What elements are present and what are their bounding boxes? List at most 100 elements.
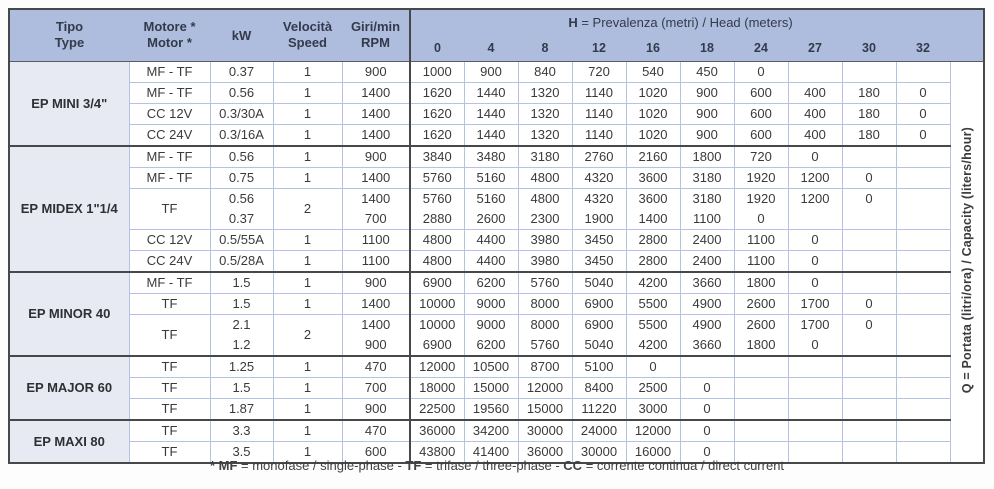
capacity-cell-line: 0 [703, 422, 711, 438]
capacity-cell-line: 0 [703, 443, 711, 459]
capacity-cell-line: 0 [811, 148, 819, 164]
capacity-cell-line: 1800 [692, 148, 722, 164]
capacity-cell-line: 3450 [584, 231, 614, 247]
capacity-cell: 0 [787, 228, 843, 251]
kw-cell: 0.56 [209, 144, 274, 168]
group-name: EP MAJOR 60 [8, 354, 130, 420]
capacity-cell: 2500 [625, 376, 681, 399]
capacity-cell: 0 [787, 144, 843, 168]
capacity-cell-line: 10000 [419, 295, 456, 311]
capacity-cell-line: 3600 [638, 169, 668, 185]
capacity-cell-line [843, 230, 896, 250]
capacity-cell: 3600 [625, 166, 681, 189]
capacity-cell: 900 [679, 102, 735, 125]
capacity-cell: 30000 [517, 418, 573, 442]
speed-cell: 1 [272, 228, 343, 251]
capacity-cell: 4800 [409, 228, 465, 251]
capacity-cell [841, 418, 897, 442]
capacity-cell-line: 2760 [584, 148, 614, 164]
footnote: * MF = monofase / single-phase - TF = tr… [0, 458, 994, 473]
capacity-cell: 5760 [409, 166, 465, 189]
col-header-tipo-line: Tipo [55, 19, 84, 35]
capacity-cell-line: 180 [858, 126, 880, 142]
rpm-cell-line: 900 [364, 336, 387, 352]
capacity-cell: 1020 [625, 123, 681, 146]
capacity-cell-line: 3480 [476, 148, 506, 164]
capacity-cell: 0 [841, 187, 897, 230]
head-col-16: 16 [626, 35, 680, 62]
spec-row: EP MIDEX 1"1/4 MF - TF 0.56 1 900 3840 3480 318… [8, 144, 984, 272]
capacity-cell: 4800 [409, 249, 465, 272]
motor-cell: MF - TF [128, 60, 211, 83]
capacity-cell: 0 [841, 166, 897, 189]
capacity-cell: 400 [787, 123, 843, 146]
capacity-cell-line: 1140 [585, 84, 613, 100]
capacity-cell: 6900 [409, 270, 465, 294]
capacity-cell: 0 [787, 270, 843, 294]
motor-cell: TF [128, 187, 211, 230]
capacity-cell: 900 [679, 123, 735, 146]
capacity-cell [733, 418, 789, 442]
capacity-cell-line: 36000 [526, 443, 564, 459]
capacity-cell-line: 400 [804, 126, 826, 142]
capacity-cell-line: 6900 [584, 295, 614, 311]
col-header-kw: kW [210, 9, 273, 62]
spec-row: TF 1.87 1 900 22500 19560 15000 11220 3000 0 [9, 397, 984, 420]
capacity-cell-line: 11220 [581, 400, 617, 416]
capacity-cell-line: 0 [919, 105, 927, 121]
capacity-cell-line [897, 273, 950, 293]
kw-cell-line: 1.25 [228, 358, 255, 374]
capacity-cell: 3980 [517, 249, 573, 272]
capacity-cell: 15000 [463, 376, 519, 399]
rpm-cell: 1400 [341, 123, 411, 146]
speed-cell: 2 [272, 313, 343, 356]
motor-cell: CC 24V [128, 249, 211, 272]
motor-cell: TF [128, 418, 211, 442]
capacity-cell: 4320 [571, 166, 627, 189]
capacity-cell-line: 4800 [530, 169, 560, 185]
capacity-cell-line: 5760 [422, 190, 452, 206]
capacity-cell-line [789, 421, 842, 441]
capacity-cell-line: 24000 [580, 422, 618, 438]
kw-cell-line: 0.56 [228, 148, 255, 164]
speed-cell: 1 [272, 60, 343, 83]
capacity-cell: 1140 [571, 123, 627, 146]
capacity-cell-line [897, 168, 950, 188]
head-col-27: 27 [788, 35, 842, 62]
capacity-cell-line: 1440 [476, 105, 506, 121]
capacity-cell-line: 3660 [692, 336, 722, 352]
capacity-cell-line: 600 [750, 84, 772, 100]
capacity-cell-line: 5500 [638, 295, 668, 311]
motor-cell: MF - TF [128, 144, 211, 168]
capacity-cell: 43800 [409, 440, 465, 463]
capacity-cell-line: 720 [588, 63, 610, 79]
capacity-cell-line: 0 [811, 274, 819, 290]
col-header-tipo-line: Type [54, 35, 85, 51]
capacity-cell [895, 60, 951, 83]
capacity-cell-line: 3000 [638, 400, 668, 416]
capacity-cell [733, 354, 789, 378]
capacity-cell-line: 450 [696, 63, 718, 79]
capacity-cell-line [789, 378, 842, 398]
kw-cell-line: 1.5 [232, 379, 251, 395]
capacity-cell [895, 397, 951, 420]
kw-cell: 0.37 [209, 60, 274, 83]
capacity-cell-line: 4320 [584, 169, 614, 185]
capacity-cell: 600 [733, 102, 789, 125]
capacity-cell-line: 1800 [746, 336, 776, 352]
capacity-cell: 1140 [571, 81, 627, 104]
capacity-cell-line: 3600 [638, 190, 668, 206]
motor-cell: CC 12V [128, 102, 211, 125]
rpm-cell-line: 1400 [361, 169, 391, 185]
capacity-cell: 6900 [571, 292, 627, 315]
kw-cell: 0.3/30A [209, 102, 274, 125]
head-col-24: 24 [734, 35, 788, 62]
rpm-cell-line: 1400 [361, 190, 391, 206]
capacity-cell-line: 1020 [638, 105, 668, 121]
speed-cell: 1 [272, 144, 343, 168]
speed-cell: 1 [272, 354, 343, 378]
capacity-cell-line: 19560 [472, 400, 510, 416]
capacity-cell-line: 600 [750, 126, 772, 142]
capacity-cell-line: 400 [804, 84, 826, 100]
head-col-8: 8 [518, 35, 572, 62]
